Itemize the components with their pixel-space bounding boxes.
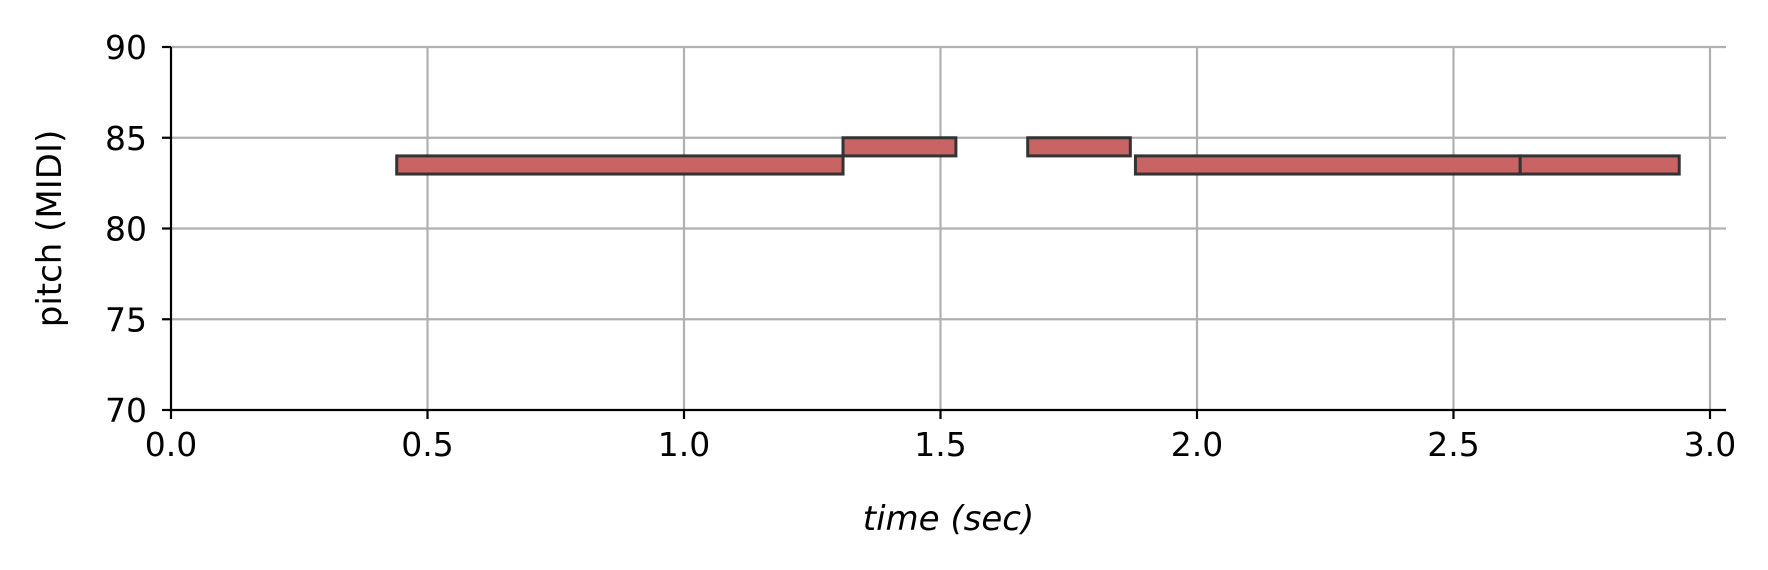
x-tick-label: 0.0: [145, 425, 197, 464]
y-tick-label: 70: [105, 391, 147, 430]
y-axis-title: pitch (MIDI): [30, 130, 70, 328]
grid-lines: [171, 45, 1726, 410]
note-bar: [1026, 136, 1132, 158]
note-bars: [395, 136, 1681, 176]
x-ticks: 0.0 0.5 1.0 1.5 2.0 2.5 3.0: [145, 410, 1736, 464]
x-tick-label: 1.5: [914, 425, 966, 464]
y-tick-label: 80: [105, 210, 147, 249]
note-bar: [395, 154, 845, 176]
x-axis-title: time (sec): [863, 499, 1034, 539]
note-bar: [841, 136, 958, 158]
y-tick-label: 75: [105, 300, 147, 339]
y-tick-label: 85: [105, 119, 147, 158]
x-tick-label: 0.5: [401, 425, 453, 464]
x-tick-label: 2.5: [1427, 425, 1479, 464]
y-ticks: 70 75 80 85 90: [105, 28, 171, 430]
note-bar: [1133, 154, 1522, 176]
x-tick-label: 2.0: [1171, 425, 1223, 464]
x-tick-label: 3.0: [1684, 425, 1736, 464]
note-bar: [1518, 154, 1681, 176]
y-tick-label: 90: [105, 28, 147, 67]
x-tick-label: 1.0: [658, 425, 710, 464]
